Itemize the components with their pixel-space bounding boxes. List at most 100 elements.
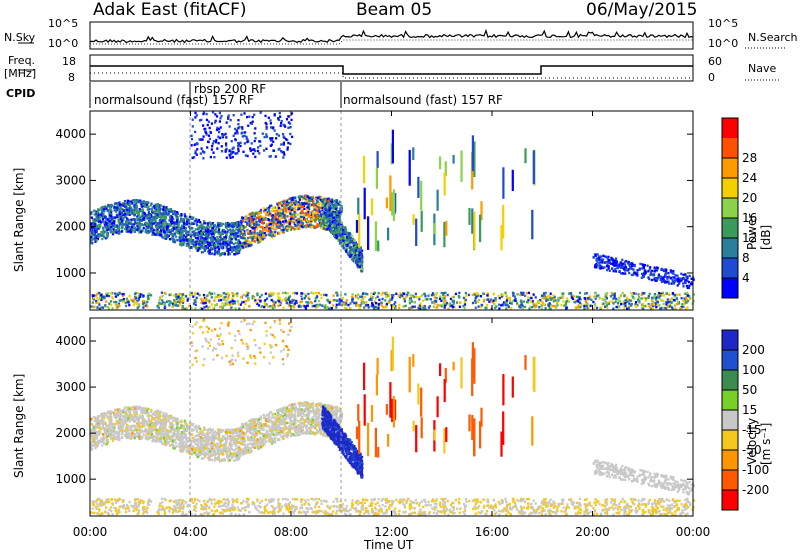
power-cell — [171, 217, 175, 221]
power-cell — [300, 300, 303, 303]
power-cell — [282, 225, 285, 229]
power-cell — [316, 217, 320, 220]
power-cell — [240, 221, 243, 224]
power-cell — [391, 294, 394, 297]
power-cell — [436, 202, 439, 205]
power-cell — [609, 295, 613, 298]
power-cell — [183, 229, 186, 232]
power-cell — [169, 216, 172, 219]
power-cell — [371, 303, 375, 307]
power-cell — [271, 215, 274, 219]
power-cell — [443, 232, 446, 235]
power-cell — [319, 217, 322, 220]
power-cell — [232, 226, 235, 229]
power-cell — [235, 224, 238, 227]
power-cell — [648, 292, 651, 296]
power-cell — [626, 300, 629, 303]
power-cell — [229, 156, 232, 159]
power-cell — [211, 232, 215, 235]
power-cell — [637, 293, 640, 296]
power-cell — [125, 221, 128, 224]
power-cell — [427, 306, 430, 309]
power-cell — [202, 236, 205, 240]
power-cell — [212, 151, 215, 154]
power-cell — [303, 203, 306, 206]
power-cell — [253, 232, 256, 235]
power-cell — [202, 225, 205, 229]
power-cell — [443, 306, 446, 309]
power-cell — [161, 215, 164, 219]
power-cell — [203, 127, 206, 131]
power-cell — [264, 216, 267, 220]
power-cell — [92, 218, 95, 221]
power-cell — [210, 248, 213, 251]
power-cell — [349, 236, 352, 240]
power-cell — [675, 297, 678, 301]
power-cell — [246, 219, 249, 222]
power-cell — [302, 196, 305, 199]
power-cell — [281, 212, 284, 216]
power-cell — [271, 137, 274, 140]
power-cell — [209, 155, 212, 159]
power-cell — [279, 212, 282, 215]
power-cell — [620, 302, 623, 306]
power-cell — [220, 305, 223, 308]
power-cell — [179, 214, 182, 217]
power-cell — [210, 222, 213, 225]
power-cell — [284, 209, 287, 212]
power-cell — [370, 210, 374, 214]
power-cell — [351, 258, 354, 261]
power-cell — [202, 124, 205, 127]
power-cell — [240, 232, 243, 235]
power-cell — [135, 205, 138, 208]
power-cell — [289, 228, 293, 231]
power-cell — [385, 302, 388, 306]
power-cell — [255, 216, 258, 219]
power-cell — [183, 239, 186, 242]
power-cell — [169, 232, 173, 236]
power-cell — [268, 209, 271, 213]
power-cell — [347, 236, 350, 239]
power-cell — [334, 222, 337, 225]
power-cell — [251, 226, 254, 230]
power-cell — [232, 146, 235, 149]
power-cell — [253, 214, 256, 218]
power-cell — [173, 210, 176, 213]
power-cell — [338, 211, 341, 215]
power-cell — [212, 307, 215, 310]
power-cell — [210, 242, 214, 246]
power-cell — [311, 197, 314, 200]
power-cell — [119, 217, 122, 221]
power-cell — [180, 218, 183, 221]
power-cell — [120, 221, 123, 225]
power-cell — [443, 234, 446, 237]
power-cell — [228, 238, 231, 241]
power-cell — [318, 214, 321, 218]
power-cell — [273, 129, 276, 132]
power-cell — [194, 303, 197, 307]
power-cell — [505, 294, 508, 297]
power-cell — [648, 305, 652, 309]
power-cell — [350, 248, 353, 251]
power-cell — [199, 235, 202, 239]
power-cell — [443, 224, 446, 227]
power-cell — [90, 239, 93, 242]
power-cell — [227, 114, 230, 117]
power-cell — [218, 130, 221, 134]
power-cell — [532, 302, 535, 306]
power-cell — [379, 301, 382, 305]
power-cell — [647, 296, 650, 300]
power-cell — [298, 224, 301, 227]
power-cell — [98, 303, 101, 306]
power-cell — [102, 213, 105, 217]
power-cell — [278, 300, 281, 303]
power-cell — [267, 229, 270, 232]
power-cell — [415, 220, 418, 224]
power-cell — [501, 293, 504, 296]
power-cell — [146, 208, 149, 211]
power-cell — [251, 238, 254, 241]
power-cell — [493, 302, 496, 306]
power-cell — [431, 301, 434, 304]
power-cell — [286, 199, 289, 202]
power-cell — [403, 297, 406, 301]
